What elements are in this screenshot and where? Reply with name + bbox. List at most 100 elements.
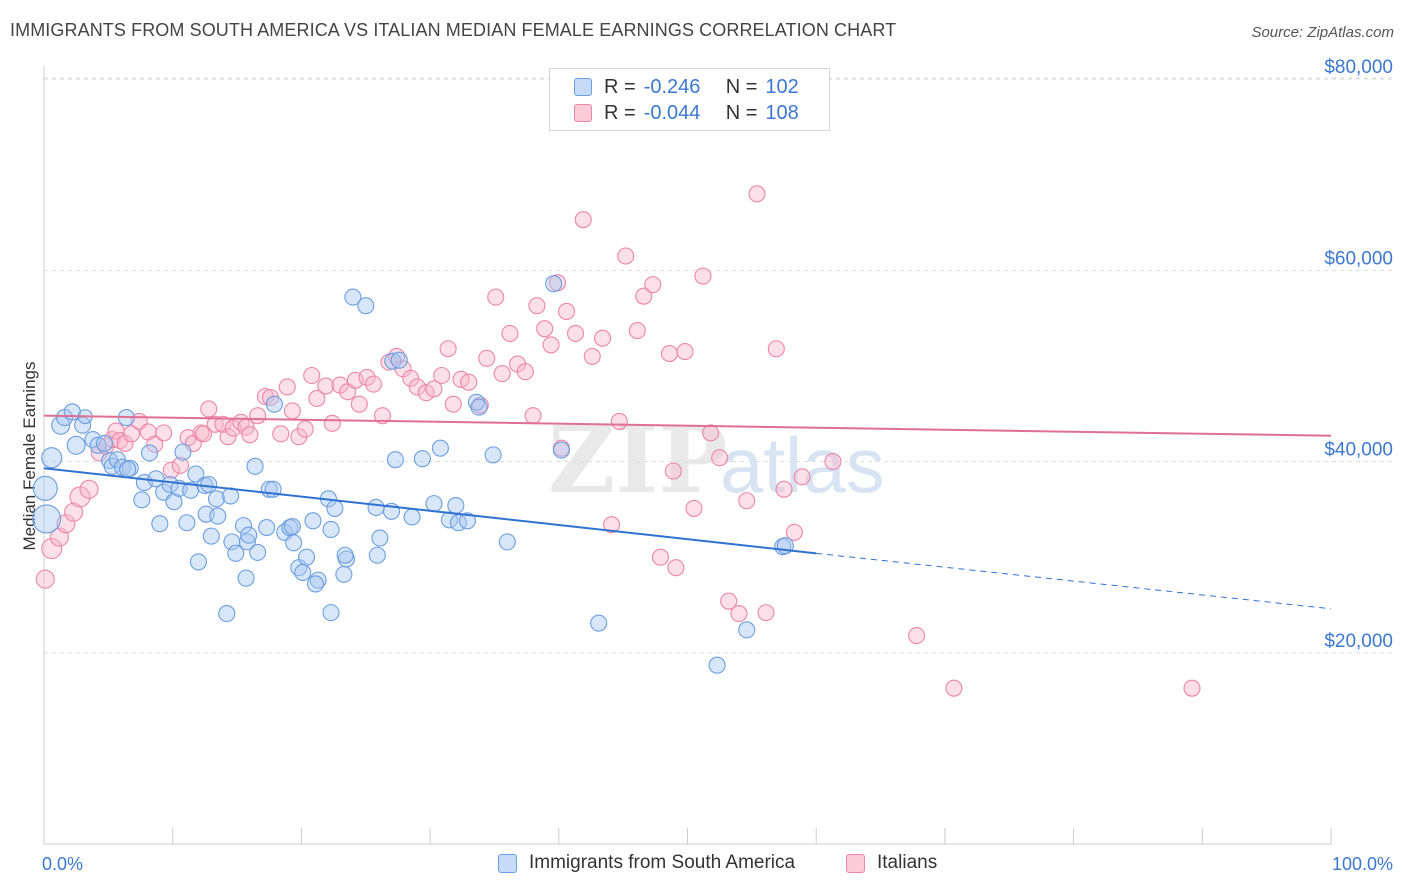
data-point	[240, 526, 258, 544]
data-point	[322, 604, 340, 622]
data-point	[307, 575, 325, 593]
data-point	[467, 393, 485, 411]
data-point	[635, 287, 653, 305]
data-point	[373, 407, 392, 425]
data-point	[246, 457, 264, 475]
data-point	[41, 538, 63, 560]
data-point	[35, 569, 55, 589]
data-point	[487, 288, 505, 306]
data-point	[368, 546, 386, 564]
y-tick-label: $60,000	[1324, 248, 1393, 269]
data-point	[161, 475, 179, 494]
legend-swatch-blue	[498, 853, 517, 873]
data-point	[439, 340, 457, 358]
data-point	[350, 395, 368, 413]
y-tick-label: $40,000	[1324, 440, 1393, 461]
data-point	[41, 447, 63, 469]
data-point	[174, 443, 192, 461]
data-point	[542, 336, 560, 354]
data-point	[304, 512, 322, 530]
data-point	[610, 412, 628, 430]
legend-n-label: N =	[725, 101, 758, 124]
data-point	[702, 424, 720, 442]
data-point	[408, 378, 426, 396]
data-point	[574, 211, 592, 229]
legend-n-value: 108	[765, 101, 799, 124]
data-point	[694, 267, 712, 285]
data-point	[644, 276, 662, 294]
data-point	[528, 297, 546, 315]
data-point	[557, 302, 576, 321]
series-immigrants-south-america	[32, 275, 794, 674]
data-point	[545, 275, 563, 293]
data-point	[447, 496, 465, 515]
watermark-zip: ZIP	[548, 406, 727, 514]
data-point	[79, 479, 99, 499]
data-point	[390, 351, 408, 369]
data-point	[651, 548, 670, 566]
data-point	[470, 398, 488, 416]
data-point	[219, 428, 237, 446]
data-point	[425, 495, 443, 513]
data-point	[498, 533, 516, 551]
data-point	[371, 529, 389, 547]
chart-title: IMMIGRANTS FROM SOUTH AMERICA VS ITALIAN…	[10, 20, 897, 40]
data-point	[594, 329, 612, 347]
data-point	[720, 592, 738, 610]
data-point	[322, 520, 340, 538]
legend-series-name: Italians	[877, 852, 938, 873]
data-point	[209, 507, 227, 525]
data-point	[241, 426, 259, 444]
data-point	[775, 480, 793, 498]
grid-lines	[44, 77, 1394, 654]
data-point	[660, 344, 679, 363]
data-point	[711, 449, 729, 467]
data-point	[583, 347, 601, 365]
legend-swatch-blue	[574, 78, 592, 96]
y-tick-label: $20,000	[1324, 631, 1393, 652]
legend-r-label: R =	[604, 101, 636, 124]
data-point	[1183, 679, 1201, 697]
data-point	[294, 563, 312, 582]
data-point	[824, 453, 842, 471]
data-point	[566, 324, 585, 342]
data-point	[56, 514, 76, 534]
data-point	[667, 559, 685, 577]
data-point	[151, 515, 169, 533]
series-legend: Immigrants from South America Italians	[0, 852, 1406, 876]
data-point	[66, 435, 86, 455]
data-point	[425, 380, 443, 398]
legend-swatch-pink	[574, 104, 592, 122]
data-point	[278, 378, 296, 396]
x-tick-label: 100.0%	[1332, 854, 1393, 874]
correlation-legend: R = -0.246 N = 102 R = -0.044 N = 108	[549, 68, 830, 131]
data-point	[189, 553, 207, 571]
data-point	[458, 512, 476, 530]
data-point	[200, 475, 218, 494]
data-point	[283, 518, 301, 536]
data-point	[417, 384, 435, 402]
data-point	[195, 425, 213, 443]
data-point	[384, 352, 402, 370]
data-point	[32, 475, 58, 501]
data-point	[344, 288, 362, 306]
data-point	[296, 420, 314, 438]
data-point	[501, 324, 519, 342]
data-point	[403, 508, 421, 526]
data-point	[317, 377, 335, 395]
data-point	[249, 543, 267, 561]
data-point	[413, 450, 431, 468]
data-point	[227, 544, 245, 562]
data-point	[738, 492, 756, 510]
data-point	[122, 425, 141, 443]
y-tick-label: $80,000	[1324, 57, 1393, 78]
legend-n-value: 102	[765, 75, 799, 98]
data-point	[249, 407, 267, 425]
data-point	[238, 533, 256, 551]
legend-item-italians: Italians	[846, 852, 937, 874]
data-point	[386, 451, 404, 469]
data-point	[335, 565, 353, 583]
data-point	[628, 322, 646, 340]
trend-lines	[43, 414, 1332, 610]
